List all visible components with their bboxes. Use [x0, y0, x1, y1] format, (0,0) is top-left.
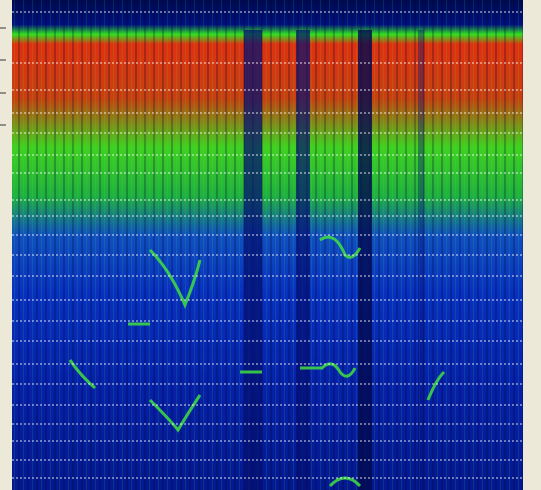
silence-band [296, 30, 310, 490]
silence-band [358, 30, 372, 490]
silence-band [418, 30, 424, 490]
trace [426, 370, 446, 401]
trace [148, 248, 202, 309]
axis-ticks [0, 27, 6, 126]
spectrum-texture [12, 0, 523, 490]
trace [148, 394, 202, 433]
trace [68, 359, 96, 390]
trace [300, 362, 357, 378]
silence-band [244, 30, 262, 490]
spectrogram [12, 0, 523, 490]
